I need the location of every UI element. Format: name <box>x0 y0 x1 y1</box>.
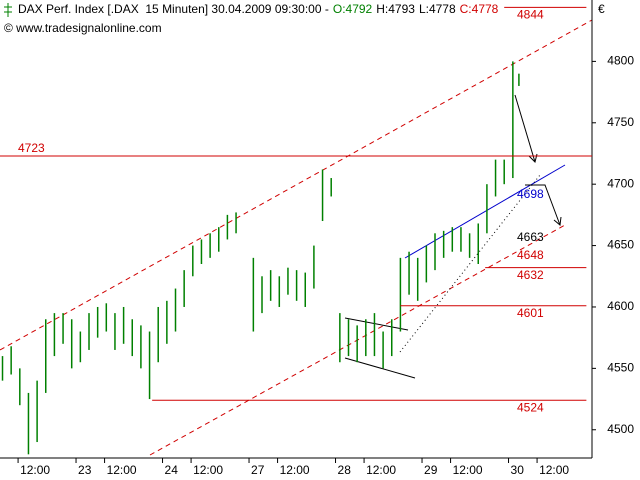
level-label: 4698 <box>517 187 544 201</box>
level-label: 4601 <box>517 306 544 320</box>
y-tick-label: 4700 <box>607 176 634 190</box>
arrow-head <box>553 216 562 226</box>
x-tick-label: 12:00 <box>366 463 396 477</box>
y-tick-label: 4750 <box>607 115 634 129</box>
quote: L:4778 <box>419 2 456 16</box>
x-tick-label: 12:00 <box>107 463 137 477</box>
x-tick-label: 27 <box>251 463 265 477</box>
level-label: 4723 <box>18 141 45 155</box>
arrow-head <box>528 153 538 163</box>
x-tick-label: 30 <box>511 463 525 477</box>
level-label: 4844 <box>517 8 544 22</box>
arrow <box>525 184 561 226</box>
quote: H:4793 <box>376 2 415 16</box>
icon <box>4 3 12 17</box>
level-label: 4648 <box>517 248 544 262</box>
level-label: 4632 <box>517 268 544 282</box>
x-tick-label: 12:00 <box>539 463 569 477</box>
y-tick-label: 4650 <box>607 238 634 252</box>
dotted-line <box>399 174 541 353</box>
x-tick-label: 12:00 <box>20 463 50 477</box>
x-tick-label: 12:00 <box>193 463 223 477</box>
x-tick-label: 12:00 <box>453 463 483 477</box>
level-label: 4524 <box>517 400 544 414</box>
x-tick-label: 12:00 <box>280 463 310 477</box>
trend-line <box>404 164 566 259</box>
bars <box>1 61 520 455</box>
header: DAX Perf. Index [.DAX 15 Minuten] 30.04.… <box>18 2 499 16</box>
source: © www.tradesignalonline.com <box>4 21 162 35</box>
x-tick-label: 24 <box>165 463 179 477</box>
y-tick-label: 4600 <box>607 299 634 313</box>
x-tick-label: 23 <box>78 463 92 477</box>
y-tick-label: 4550 <box>607 361 634 375</box>
level-label: 4663 <box>517 230 544 244</box>
currency: € <box>598 2 605 16</box>
title: DAX Perf. Index [.DAX 15 Minuten] 30.04.… <box>18 2 329 16</box>
arrow <box>514 94 536 163</box>
flag-line <box>344 317 409 331</box>
y-tick-label: 4800 <box>607 54 634 68</box>
y-tick-label: 4500 <box>607 422 634 436</box>
x-tick-label: 28 <box>338 463 352 477</box>
x-tick-label: 29 <box>424 463 438 477</box>
channel-upper <box>0 19 593 351</box>
quote: C:4778 <box>460 2 499 16</box>
quote: O:4792 <box>333 2 373 16</box>
